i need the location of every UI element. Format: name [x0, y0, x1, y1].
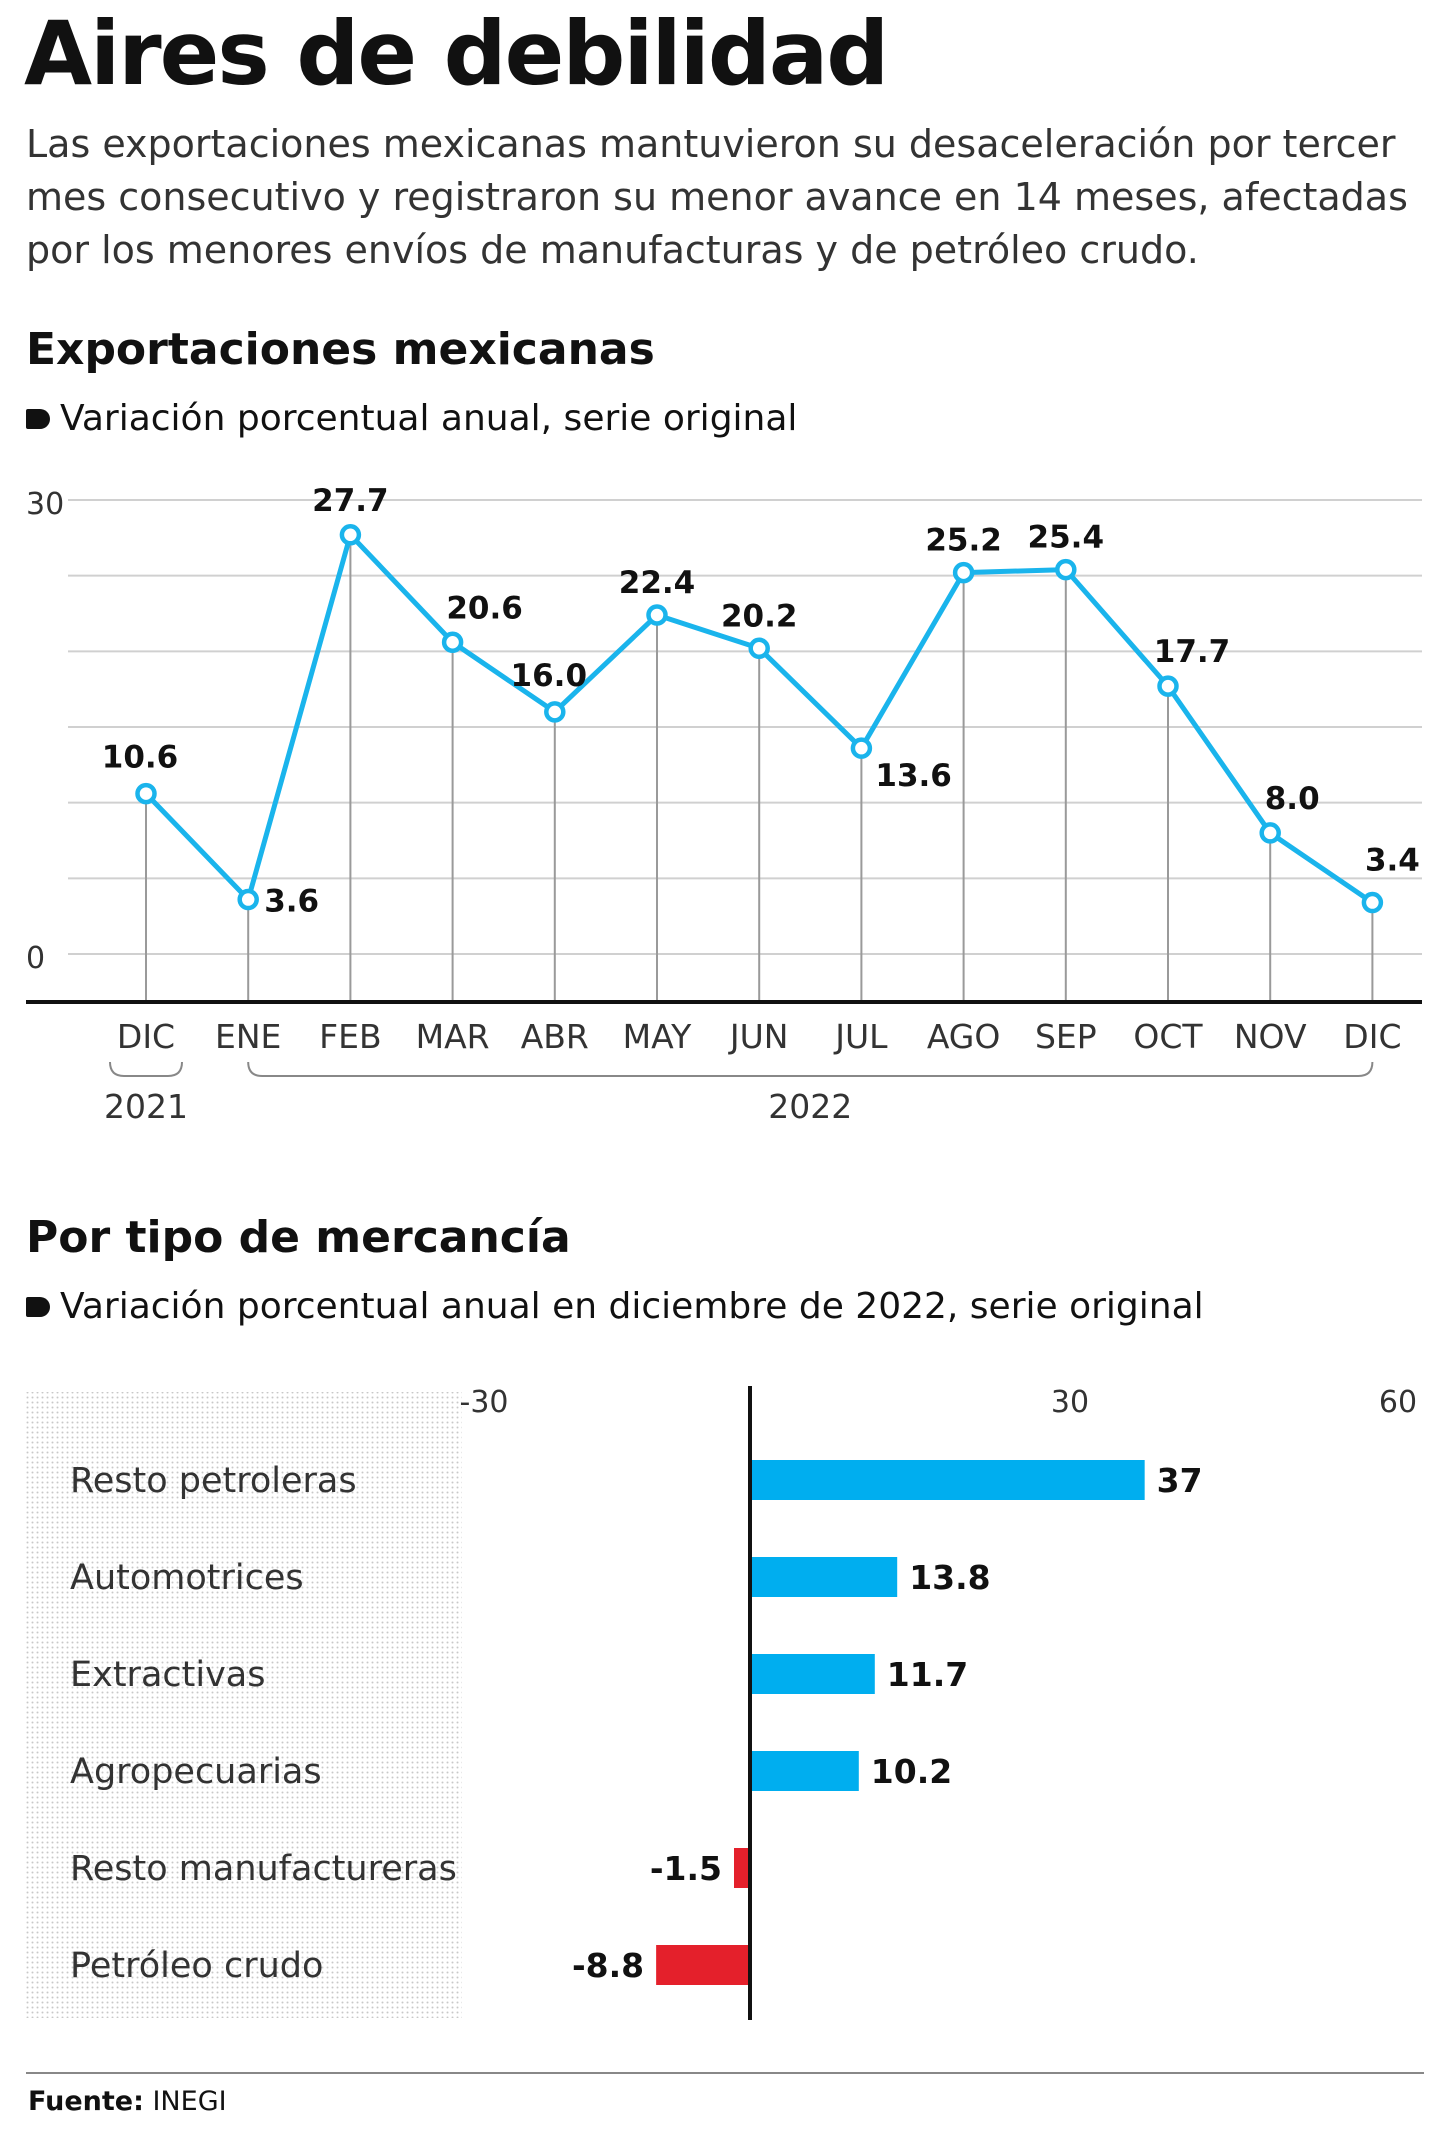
x-tick-label: NOV	[1234, 1017, 1307, 1056]
bar	[734, 1848, 750, 1888]
data-point	[646, 604, 668, 626]
data-label: 13.6	[875, 758, 952, 794]
x-tick-label: ABR	[521, 1017, 589, 1056]
bar	[750, 1654, 875, 1694]
x-tick-label: -30	[460, 1385, 509, 1420]
data-label: 8.0	[1265, 781, 1320, 817]
line-chart: 30 0 10.6 3.6 27.7 20.6 16.0 22.4 20.2 13.6 25.2 25…	[26, 483, 1422, 1126]
data-label: 20.2	[721, 598, 798, 634]
data-label: 25.2	[925, 523, 1002, 559]
category-label: Petróleo crudo	[70, 1946, 323, 1986]
bar-chart-subtitle: Variación porcentual anual en diciembre …	[26, 1284, 1204, 1330]
x-tick-label: ENE	[215, 1017, 281, 1056]
x-tick-label: FEB	[319, 1017, 381, 1056]
bar	[750, 1751, 859, 1791]
x-tick-label: JUN	[728, 1017, 789, 1056]
line-chart-title: Exportaciones mexicanas	[26, 324, 655, 375]
data-point	[1157, 675, 1179, 697]
data-label: -1.5	[650, 1849, 722, 1888]
x-tick-label: 30	[1051, 1385, 1089, 1420]
category-label: Resto petroleras	[70, 1461, 357, 1501]
data-point	[850, 737, 873, 759]
x-tick-label: DIC	[117, 1017, 175, 1056]
data-point	[135, 782, 157, 805]
category-label: Extractivas	[70, 1655, 265, 1695]
data-label: 25.4	[1028, 520, 1105, 556]
category-label: Resto manufactureras	[70, 1849, 457, 1889]
year-bracket	[109, 1061, 183, 1077]
x-tick-label: SEP	[1035, 1017, 1097, 1056]
data-point	[544, 701, 566, 723]
x-tick-label: AGO	[927, 1017, 1001, 1056]
bar-chart-subtitle-text: Variación porcentual anual en diciembre …	[60, 1286, 1204, 1327]
data-point	[1055, 558, 1077, 581]
y-tick-label: 0	[26, 941, 45, 976]
footer-divider	[26, 2072, 1424, 2074]
intro-text: Las exportaciones mexicanas mantuvieron …	[26, 122, 1408, 272]
x-tick-label: OCT	[1133, 1017, 1203, 1056]
arrow-marker-icon	[26, 1297, 50, 1317]
data-label: 3.6	[264, 884, 319, 920]
data-point	[339, 524, 362, 546]
data-label: -8.8	[572, 1946, 644, 1985]
source-label: Fuente:	[28, 2086, 144, 2117]
bar	[750, 1460, 1145, 1500]
y-tick-label: 30	[26, 487, 64, 522]
data-label: 13.8	[909, 1558, 990, 1597]
data-point	[1361, 891, 1384, 914]
year-label: 2022	[768, 1087, 852, 1126]
data-label: 10.2	[871, 1752, 952, 1791]
label-panel	[26, 1392, 462, 2018]
data-label: 16.0	[511, 658, 588, 694]
bar-chart-title: Por tipo de mercancía	[26, 1212, 571, 1263]
bar-chart: -30 30 60 Resto petroleras 37 Automotrices 13.…	[26, 1385, 1417, 2020]
year-bracket	[247, 1061, 1374, 1077]
data-point	[748, 637, 770, 660]
x-tick-label: JUL	[833, 1017, 888, 1056]
x-tick-label: 60	[1379, 1385, 1417, 1420]
page-title: Aires de debilidad	[24, 2, 889, 105]
x-tick-label: MAY	[623, 1017, 692, 1056]
data-label: 17.7	[1154, 634, 1231, 670]
arrow-marker-icon	[26, 409, 50, 429]
data-label: 27.7	[312, 483, 389, 519]
data-label: 37	[1157, 1461, 1203, 1500]
data-point	[237, 888, 259, 911]
bar	[750, 1557, 898, 1597]
data-point	[441, 631, 464, 654]
line-chart-subtitle: Variación porcentual anual, serie origin…	[26, 396, 797, 442]
data-point	[1259, 822, 1281, 844]
data-label: 10.6	[102, 740, 179, 776]
category-label: Agropecuarias	[70, 1752, 322, 1792]
year-label: 2021	[104, 1087, 188, 1126]
data-label: 3.4	[1365, 843, 1420, 879]
data-label: 22.4	[619, 565, 696, 601]
data-label: 11.7	[887, 1655, 968, 1694]
line-chart-subtitle-text: Variación porcentual anual, serie origin…	[60, 398, 798, 439]
source-value: INEGI	[152, 2086, 227, 2117]
category-label: Automotrices	[70, 1558, 304, 1598]
data-label: 20.6	[446, 590, 523, 626]
x-tick-label: DIC	[1343, 1017, 1401, 1056]
bar	[656, 1945, 750, 1985]
data-point	[952, 561, 975, 584]
source-note: Fuente: INEGI	[28, 2086, 227, 2117]
x-tick-label: MAR	[416, 1017, 490, 1056]
